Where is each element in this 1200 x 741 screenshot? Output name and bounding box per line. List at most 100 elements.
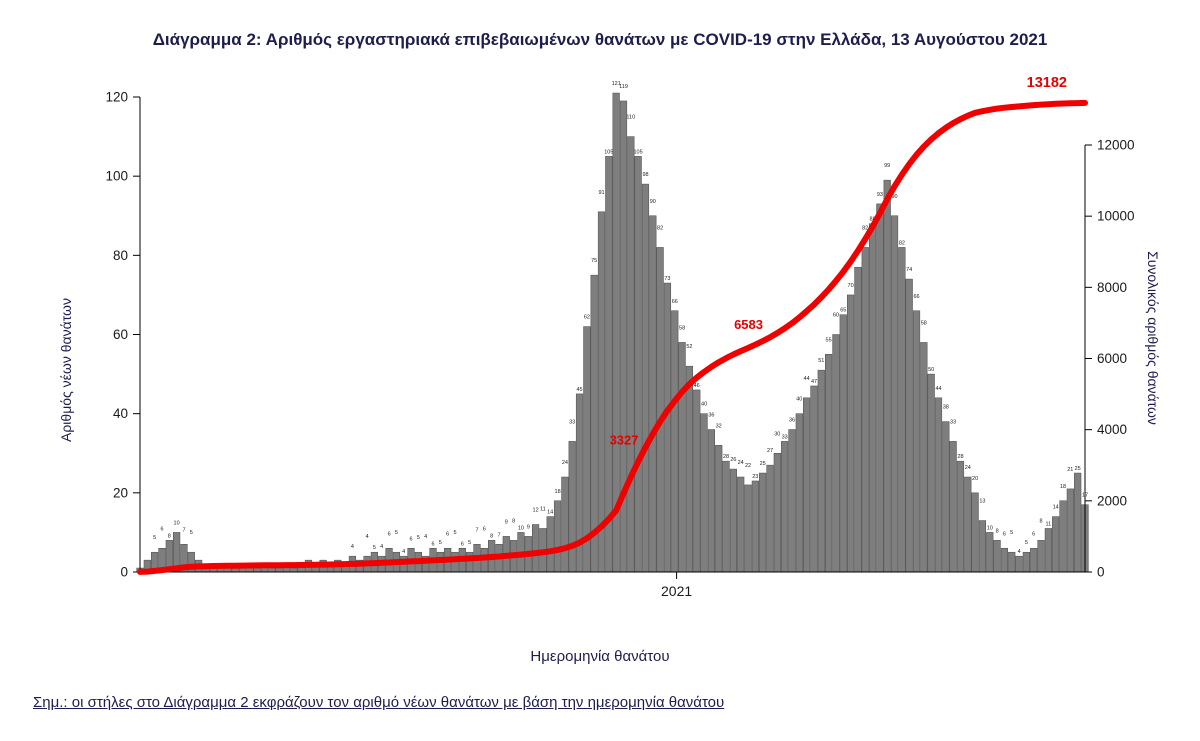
bar [1059, 500, 1067, 573]
bar [627, 136, 635, 573]
bar [883, 179, 891, 573]
y-axis-right-label: Συνολικός αριθμός θανάτων [1145, 251, 1161, 425]
bar [832, 334, 840, 573]
bar-value-label: 90 [650, 199, 656, 205]
bar [825, 354, 833, 573]
bar-value-label: 4 [1018, 549, 1021, 555]
bar [268, 567, 276, 573]
bar [246, 567, 254, 573]
y-axis-right-tick-label: 2000 [1097, 493, 1127, 508]
bar-value-label: 24 [965, 465, 971, 471]
bar-value-label: 36 [789, 418, 795, 424]
bar-value-label: 22 [745, 463, 751, 469]
bar-value-label: 50 [928, 367, 934, 373]
bar-value-label: 11 [1046, 522, 1052, 528]
daily-deaths-bars [136, 92, 1089, 573]
bar [656, 247, 664, 573]
bar-value-label: 105 [604, 149, 613, 155]
y-axis-left-label: Αριθμός νέων θανάτων [58, 298, 74, 442]
bar-value-label: 23 [752, 474, 758, 480]
bar-value-label: 6 [483, 526, 486, 532]
bar [253, 567, 261, 573]
bar [986, 532, 994, 573]
bar [678, 342, 686, 573]
bar-value-label: 51 [818, 358, 824, 364]
tick-labels: 0 20 40 60 80 100 120 0 2000 4000 6000 8000 10000 120… [105, 90, 1134, 600]
bar [553, 500, 562, 573]
y-axis-left-tick-label: 120 [105, 90, 128, 105]
bar-value-label: 4 [351, 544, 354, 550]
bar [568, 441, 576, 573]
bar-value-label: 44 [804, 376, 810, 382]
bar-value-label: 82 [899, 240, 905, 246]
bar [810, 385, 818, 573]
annotation-milestone: 3327 [610, 433, 639, 448]
bar-value-label: 4 [380, 544, 383, 550]
bar [722, 460, 730, 573]
annotations: 3327 6583 13182 [610, 75, 1067, 448]
bar [949, 441, 957, 573]
bar-value-label: 62 [584, 315, 590, 321]
bar-value-label: 5 [1025, 540, 1028, 546]
bar [861, 247, 869, 573]
bar-value-label: 38 [943, 405, 949, 411]
y-axis-left-tick-label: 40 [113, 406, 128, 421]
bar [605, 156, 613, 573]
bar [715, 445, 723, 573]
bar-value-label: 8 [512, 518, 515, 524]
bar [942, 421, 950, 573]
bar-value-label: 47 [811, 379, 817, 385]
bar-value-label: 32 [716, 423, 722, 429]
bar [737, 476, 745, 573]
bar-value-label: 28 [957, 454, 963, 460]
bar [854, 266, 862, 573]
bar [781, 441, 789, 573]
bar-value-label: 58 [679, 325, 685, 331]
bar-value-label: 119 [619, 84, 628, 90]
bar-value-label: 6 [461, 541, 464, 547]
bar-value-label: 20 [972, 476, 978, 482]
bar [956, 460, 965, 573]
bar-value-label: 90 [891, 194, 897, 200]
bar [978, 520, 987, 573]
bar [729, 468, 737, 573]
bar-value-label: 33 [569, 419, 575, 425]
cumulative-deaths-line [137, 99, 1088, 575]
bar-value-label: 82 [657, 225, 663, 231]
bar-value-label: 36 [708, 413, 714, 419]
bar-value-label: 18 [1060, 484, 1066, 490]
annotation-milestone: 6583 [734, 317, 763, 332]
bar-value-label: 82 [862, 225, 868, 231]
bar-value-label: 40 [701, 402, 707, 408]
bar-value-label: 6 [1003, 531, 1006, 537]
bar [817, 369, 825, 573]
bar [993, 540, 1001, 573]
bar-value-label: 21 [1067, 467, 1073, 473]
bar [1008, 551, 1016, 573]
bar-value-label: 98 [642, 172, 648, 178]
bar-value-label: 8 [168, 533, 171, 539]
bar [1052, 516, 1060, 573]
bar [290, 567, 298, 573]
bar-value-label: 45 [576, 387, 582, 393]
bar [641, 183, 650, 573]
bar-value-label: 6 [160, 526, 163, 532]
bar-value-label: 60 [833, 313, 839, 319]
bar-value-label: 10 [987, 525, 993, 531]
bar-value-label: 25 [1075, 466, 1081, 472]
bar-value-label: 44 [935, 386, 941, 392]
bar [275, 567, 283, 573]
bar [1022, 551, 1030, 573]
bar-value-label: 24 [562, 460, 568, 466]
bar [964, 476, 972, 573]
bar [744, 484, 752, 573]
bar-value-label: 5 [1010, 530, 1013, 536]
bar [1000, 548, 1009, 573]
bar-value-label: 5 [453, 530, 456, 536]
bar [1074, 472, 1082, 573]
bar-value-label: 12 [533, 508, 539, 514]
bar [707, 429, 715, 573]
bar-value-label: 14 [547, 510, 553, 516]
